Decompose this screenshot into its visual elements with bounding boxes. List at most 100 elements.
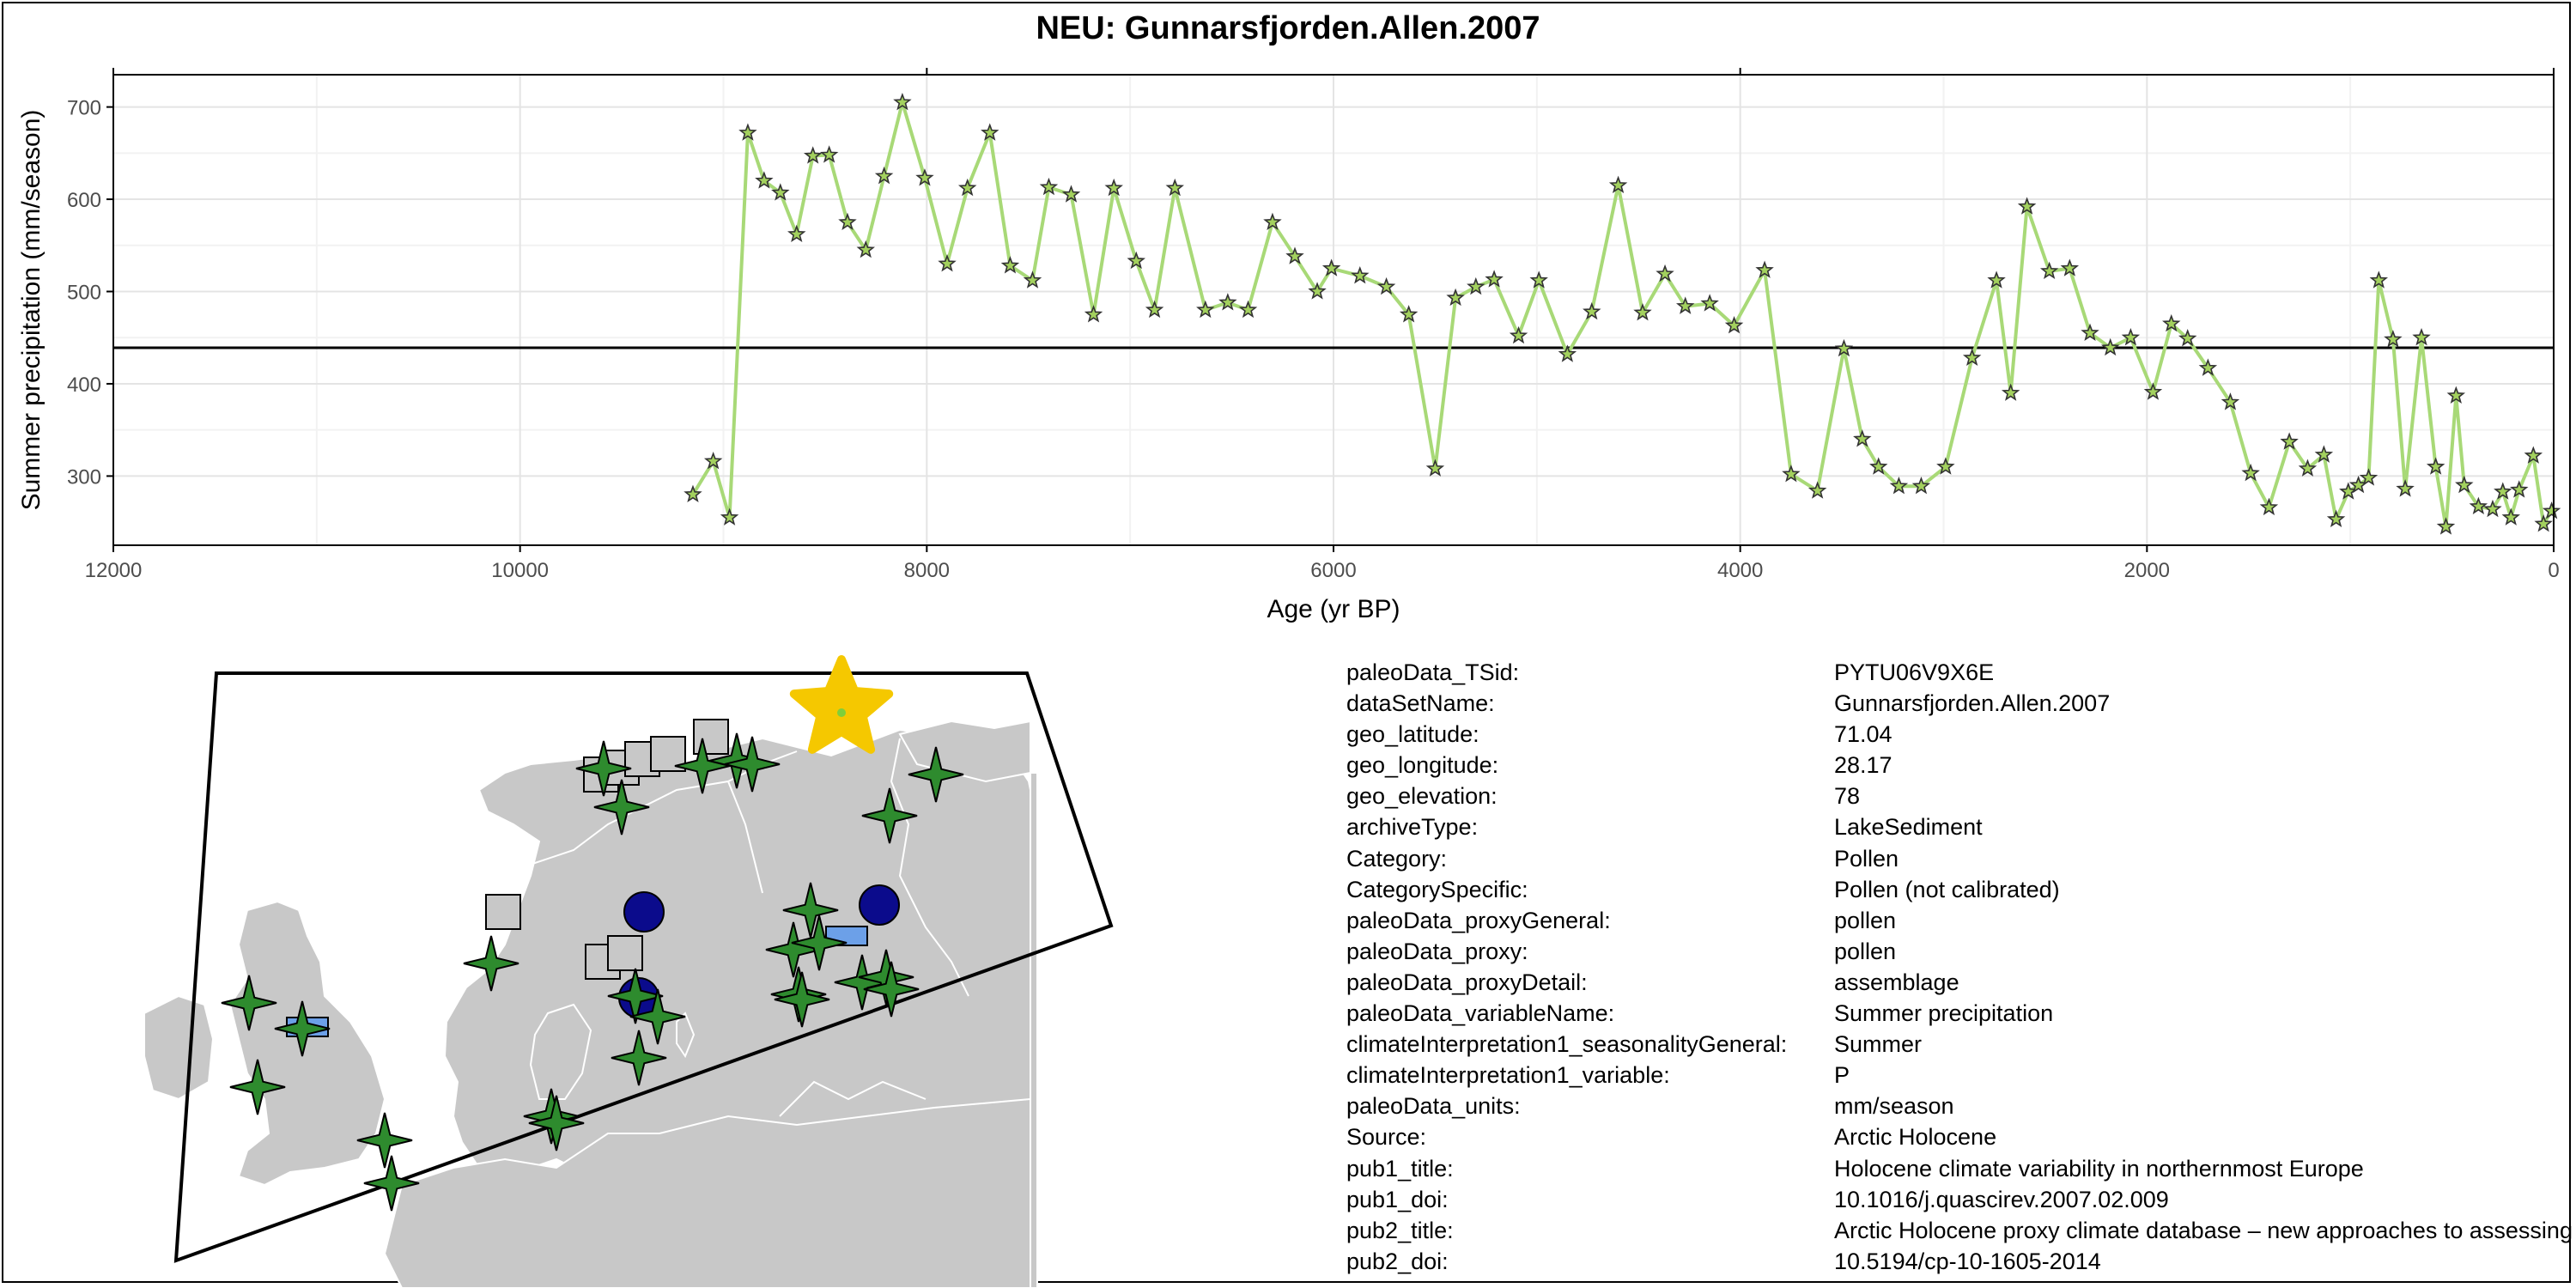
data-point [2455,475,2474,494]
metadata-value: 28.17 [1834,752,1893,779]
site-star-marker [221,975,277,1031]
metadata-row: climateInterpretation1_variable: P [1346,1060,2573,1091]
metadata-row: paleoData_units: mm/season [1346,1091,2573,1121]
data-point [1583,301,1601,320]
data-point [2121,327,2141,346]
series-layer [683,92,2561,535]
data-point [1911,476,1931,495]
metadata-row: geo_longitude: 28.17 [1346,750,2573,781]
metadata-row: archiveType: LakeSediment [1346,811,2573,842]
data-point [1351,265,1370,284]
site-star-marker [908,746,964,803]
metadata-row: pub1_title: Holocene climate variability … [1346,1153,2573,1184]
data-point [755,171,774,189]
metadata-key: paleoData_proxy: [1346,938,1528,964]
x-tick-label: 10000 [491,559,549,582]
data-point [1962,348,1982,366]
land-gotland [676,1012,696,1059]
metadata-key: paleoData_proxyDetail: [1346,969,1588,995]
land-britain [228,900,386,1187]
data-point [2396,479,2415,497]
x-tick-label: 8000 [904,559,950,582]
site-star-marker [611,1030,667,1086]
land-mainland-europe [383,1097,1031,1288]
data-point [1263,212,1282,231]
x-tick-label: 6000 [1310,559,1356,582]
data-point [981,123,999,141]
site-star-marker [528,1095,585,1151]
data-point [838,212,857,231]
data-point [1868,457,1888,475]
data-point [1676,296,1695,314]
data-point [1218,293,1237,311]
data-point [2162,313,2181,332]
data-point [2510,480,2529,498]
x-axis-label: Age (yr BP) [1267,595,1400,623]
data-point [703,451,723,470]
data-point [1165,178,1184,197]
data-point [1238,300,1258,319]
data-point [1039,177,1059,196]
data-point [2100,337,2120,356]
site-star-marker [724,736,781,793]
data-point [2326,509,2346,528]
metadata-row: Source: Arctic Holocene [1346,1121,2573,1152]
metadata-value: LakeSediment [1834,814,1983,841]
land-layer [143,720,1038,1288]
data-point [2483,499,2502,518]
metadata-value: mm/season [1834,1093,1954,1120]
data-point [1196,300,1215,319]
data-point [1308,282,1327,300]
site-star-marker [791,914,848,971]
data-point [856,240,875,258]
data-point [957,178,977,197]
data-point [1061,185,1081,203]
data-point [683,484,702,503]
metadata-value: 71.04 [1834,721,1893,748]
metadata-key: pub2_doi: [1346,1248,1449,1274]
data-point [893,92,912,111]
metadata-row: paleoData_proxyDetail: assemblage [1346,967,2573,998]
metadata-key: geo_longitude: [1346,752,1499,779]
metadata-key: climateInterpretation1_variable: [1346,1062,1670,1089]
metadata-value: Summer [1834,1031,1923,1058]
data-point [2198,358,2218,376]
site-star-marker [229,1059,286,1115]
data-point [2060,258,2080,276]
data-point [938,254,957,272]
metadata-key: geo_elevation: [1346,783,1498,810]
metadata-value: pollen [1834,907,1897,933]
proxy-sites [221,655,964,1212]
data-point [1656,264,1674,283]
metadata-row: paleoData_variableName: Summer precipitat… [1346,998,2573,1029]
site-star-marker [774,971,830,1028]
chart-axes: 12000 10000 8000 6000 4000 2000 0 300 400 500 600 7… [67,68,2560,582]
data-point [1633,302,1652,321]
metadata-row: pub2_doi: 10.5194/cp-10-1605-2014 [1346,1246,2573,1277]
data-point [1755,260,1774,278]
land-ireland [143,994,215,1101]
metadata-value: assemblage [1834,969,1959,995]
data-point [1936,457,1955,475]
data-point [2178,329,2197,347]
data-point [2524,446,2543,464]
y-tick-label: 400 [67,374,101,397]
metadata-key: Category: [1346,845,1448,872]
data-point [2081,323,2099,341]
data-point [915,168,934,186]
data-point [1127,251,1145,270]
metadata-row: Category: Pollen [1346,843,2573,874]
metadata-row: paleoData_proxy: pollen [1346,936,2573,967]
data-point [787,224,806,243]
metadata-value: Pollen (not calibrated) [1834,876,2060,902]
y-tick-label: 500 [67,282,101,305]
data-point [2241,463,2260,482]
series-line [691,100,2554,529]
site-star-marker [863,961,920,1018]
metadata-row: climateInterpretation1_seasonalityGenera… [1346,1029,2573,1060]
data-point [738,123,757,141]
data-point [1700,294,1719,312]
data-point [2221,392,2240,410]
data-point [1376,276,1396,295]
